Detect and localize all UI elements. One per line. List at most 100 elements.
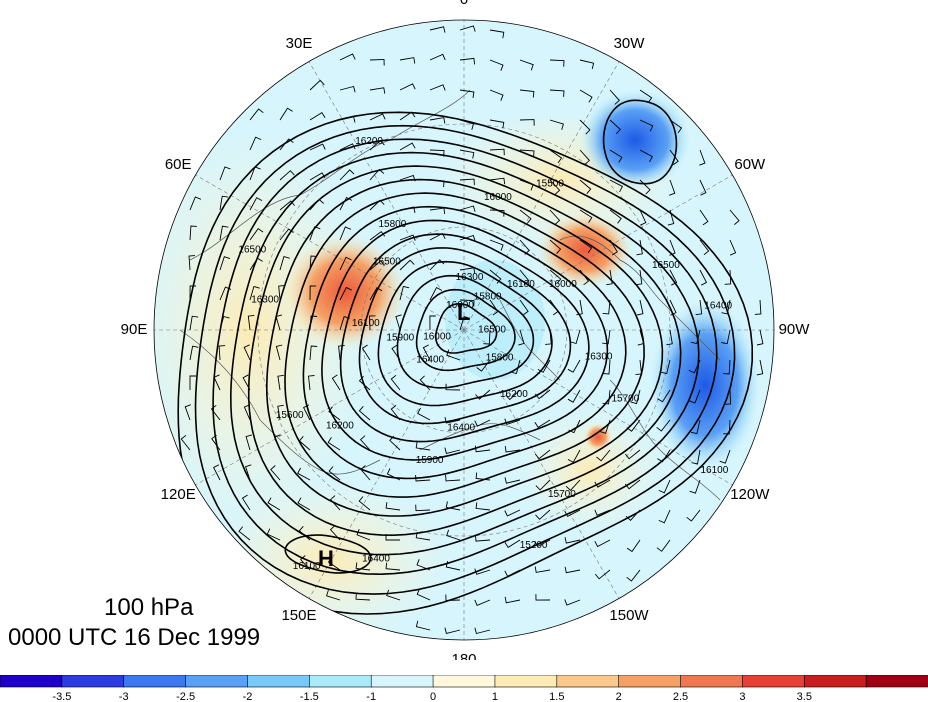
wind-barb [329,495,341,511]
wind-barbs [180,25,764,635]
height-contour [358,247,572,425]
wind-barb [489,148,505,156]
wind-barb [327,437,341,451]
height-contour [415,288,516,372]
longitude-label: 0 [460,0,468,8]
wind-barb [297,497,311,511]
contour-label: 16000 [423,332,451,343]
wind-barb [475,389,491,400]
height-contour [266,178,664,517]
wind-barb [549,89,565,97]
valid-time-title: 0000 UTC 16 Dec 1999 [8,624,261,651]
wind-barb [356,529,371,541]
wind-barb [309,111,326,121]
wind-barb [579,179,592,194]
wind-barb [729,209,740,225]
wind-barb [395,314,402,331]
wind-barb [691,419,701,435]
colorbar-box [494,675,558,688]
wind-barb [549,179,561,195]
wind-barb [243,344,251,361]
wind-barb [609,119,621,135]
colorbar-box [742,675,806,688]
wind-barb [331,374,341,391]
wind-barb [637,329,645,346]
contour-label: 16100 [700,465,728,476]
wind-barb [459,149,475,159]
wind-barb [445,561,461,571]
wind-barb [369,287,383,301]
wind-barb [519,89,535,98]
longitude-label: 90E [121,321,148,338]
wind-barb [369,87,386,94]
wind-barb [658,479,671,494]
contour-label: 15600 [276,410,304,421]
wind-barb [594,509,611,516]
contour-label: 16300 [585,352,613,363]
wind-barb [602,389,611,405]
contour-label: 15900 [386,332,414,343]
wind-barb [489,299,499,316]
wind-barb [699,239,710,256]
wind-barb [189,315,199,331]
wind-barb [309,226,321,241]
wind-barb [666,329,673,346]
contour-label: 16400 [447,422,475,433]
height-contour [247,165,682,537]
height-contour [194,124,736,595]
warm-anomaly-eurasia [283,234,407,350]
wind-barb [459,25,476,32]
wind-barb [667,209,675,226]
wind-barb [686,509,701,522]
wind-barb [519,119,535,126]
colorbar-box [370,675,434,688]
wind-barb [275,344,283,361]
wind-barb [689,389,701,404]
colorbar-box [556,675,620,688]
contour-label: 15700 [548,489,576,500]
wind-barb [669,119,683,134]
wind-barb [369,59,385,66]
wind-barb [358,406,371,421]
wind-barb [249,285,260,301]
wind-barb [474,568,491,575]
wind-barb [549,299,559,316]
wind-barb [417,407,431,421]
wind-barb [249,166,261,181]
colorbar-tick-label: 0 [430,691,436,702]
wind-barb [657,449,671,463]
wind-barb [390,405,401,421]
colorbar-box [247,675,311,688]
wind-barb [699,269,708,286]
wind-barb [278,285,285,301]
wind-barb [459,234,476,242]
wind-barb [660,359,671,375]
wind-barb [459,89,475,98]
wind-barb [415,441,431,451]
wind-barb [483,329,491,345]
wind-barb [699,179,707,196]
wind-barb [249,108,264,121]
wind-barb [429,207,446,215]
colorbar-tick-label: 1.5 [549,691,564,702]
wind-barb [570,329,581,345]
contour-label: 16000 [446,300,474,311]
wind-barb [626,419,641,432]
wind-barb [445,594,461,601]
wind-barb [360,465,371,481]
contour-label: 15800 [378,219,406,230]
wind-barb [504,596,521,604]
contour-label: 15800 [486,353,514,364]
wind-barb [669,239,676,256]
wind-barb [594,539,611,548]
contour-label: 16500 [652,260,680,271]
wind-barb [576,299,583,316]
wind-barb [579,119,591,135]
wind-barb [549,269,562,284]
wind-barb [446,349,461,361]
cold-anomaly-america [650,300,760,470]
wind-barb [549,119,564,130]
wind-barb [579,149,591,165]
wind-barb [189,225,197,241]
height-contour [284,192,645,498]
